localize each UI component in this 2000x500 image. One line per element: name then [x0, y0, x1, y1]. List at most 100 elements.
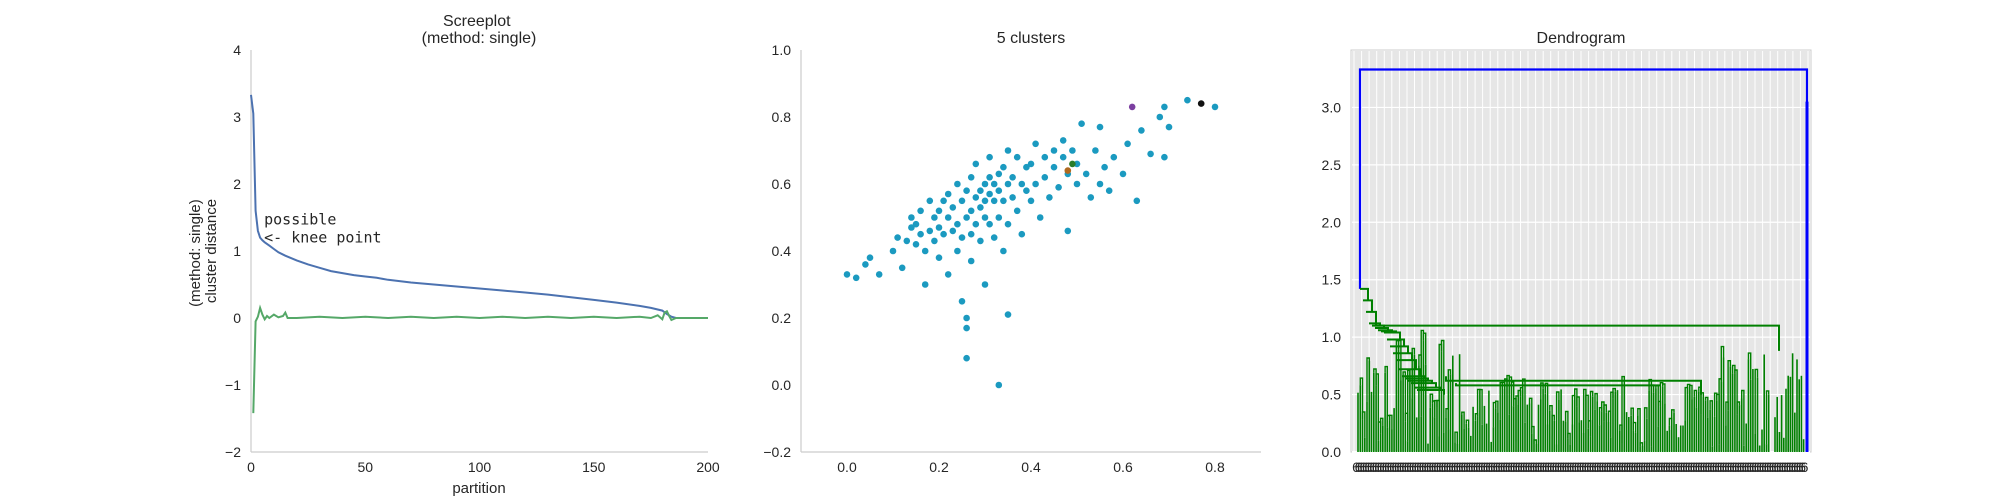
screeplot-y-tick-label: −2 [225, 444, 241, 460]
scatter-point-cluster-1 [995, 381, 1003, 389]
dendrogram-leaf-label: 6 [1515, 459, 1523, 475]
dendrogram-leaf-label: 6 [1438, 459, 1446, 475]
scatter-point-cluster-1 [1046, 194, 1053, 201]
scatter-point-cluster-1 [1000, 247, 1007, 255]
dendrogram-leaf-label: 6 [1759, 459, 1767, 475]
dendrogram-leaf-label: 6 [1796, 459, 1804, 475]
scatter-point-cluster-1 [917, 230, 924, 238]
dendrogram-leaf-label: 6 [1781, 459, 1789, 475]
scatter-point-cluster-1 [940, 197, 947, 205]
scatter-point-cluster-1 [1064, 227, 1072, 235]
scatter-x-tick-label: 0.2 [929, 459, 949, 475]
dendrogram-leaf-label: 6 [1547, 459, 1555, 475]
dendrogram-leaf-label: 6 [1673, 459, 1681, 475]
dendrogram-cluster-link [1399, 368, 1421, 377]
scatter-point-cluster-1 [981, 214, 989, 221]
dendrogram-merge-link [1379, 417, 1384, 434]
dendrogram-leaf-label: 6 [1382, 459, 1390, 475]
dendrogram-merge-link [1465, 419, 1470, 428]
scatter-point-cluster-1 [949, 227, 957, 235]
scatter-point-cluster-1 [1018, 180, 1026, 188]
dendrogram-leaf-label: 6 [1510, 459, 1518, 475]
screeplot-title-line-2: (method: single) [422, 30, 537, 47]
scatter-point-cluster-2 [1128, 103, 1136, 111]
scatter-point-cluster-1 [1041, 153, 1049, 161]
dendrogram-leaf-label: 6 [1372, 459, 1380, 475]
dendrogram-leaf-label: 6 [1360, 459, 1368, 475]
scatter-point-cluster-1 [1073, 160, 1081, 168]
dendrogram-leaf-label: 6 [1643, 459, 1651, 475]
dendrogram-leaf-label: 6 [1648, 459, 1656, 475]
dendrogram-merge-link [1765, 390, 1770, 445]
dendrogram-merge-link [1621, 375, 1625, 443]
scatter-point-cluster-1 [1124, 140, 1131, 148]
dendrogram-leaf-label: 6 [1456, 459, 1464, 475]
dendrogram-tree [1357, 68, 1809, 452]
scatter-point-cluster-1 [875, 271, 883, 278]
dendrogram-leaf-label: 6 [1589, 459, 1597, 475]
scatter-point-cluster-1 [986, 220, 993, 228]
dendrogram-merge-link [1384, 365, 1388, 428]
scatter-point-cluster-1 [917, 207, 924, 215]
dendrogram-leaf-label: 6 [1500, 459, 1508, 475]
scatter-point-cluster-1 [903, 237, 911, 245]
scatter-point-cluster-1 [995, 214, 1003, 221]
dendrogram-leaf-label: 6 [1633, 459, 1641, 475]
dendrogram-leaf-label: 6 [1542, 459, 1550, 475]
scatter-point-cluster-1 [1211, 103, 1219, 111]
dendrogram-leaf-label: 6 [1788, 459, 1796, 475]
dendrogram-cluster-link [1363, 299, 1373, 312]
dendrogram-merge-link [1576, 396, 1580, 423]
dendrogram-leaf-label: 6 [1364, 459, 1372, 475]
dendrogram-merge-link [1495, 400, 1499, 413]
dendrogram-leaf-label: 6 [1702, 459, 1710, 475]
scatter-point-cluster-1 [1004, 147, 1012, 154]
dendrogram-leaf-label: 6 [1441, 459, 1449, 475]
dendrogram-leaf-label: 6 [1463, 459, 1471, 475]
dendrogram-merge-link [1533, 439, 1537, 445]
dendrogram-leaf-label: 6 [1535, 459, 1543, 475]
dendrogram-leaf-label: 6 [1626, 459, 1634, 475]
dendrogram-leaf-label: 6 [1692, 459, 1700, 475]
dendrogram-leaf-label: 6 [1421, 459, 1429, 475]
dendrogram-ticks: 0.0 0.5 1.0 1.5 2.0 2.5 3.0 [1322, 99, 1342, 460]
dendrogram-leaf-label: 6 [1717, 459, 1725, 475]
dendrogram-leaf-label: 6 [1581, 459, 1589, 475]
dendrogram-cluster-link [1375, 323, 1780, 351]
dendrogram-merge-link [1397, 339, 1402, 381]
scatter-point-cluster-1 [1096, 180, 1104, 188]
dendrogram-leaf-label: 6 [1744, 459, 1752, 475]
dendrogram-leaf-label: 6 [1623, 459, 1631, 475]
scatter-point-cluster-1 [944, 214, 952, 221]
dendrogram-leaf-label: 6 [1355, 459, 1363, 475]
dendrogram-title: Dendrogram [1537, 30, 1626, 47]
dendrogram-merge-link [1555, 391, 1560, 445]
scatter-point-cluster-1 [843, 271, 851, 278]
screeplot-y-axis-label: (method: single) cluster distance [187, 195, 220, 307]
dendrogram-leaf-label: 6 [1416, 459, 1424, 475]
dendrogram-leaf-label: 6 [1406, 459, 1414, 475]
dendrogram-leaf-label: 6 [1638, 459, 1646, 475]
scatter-point-cluster-1 [949, 204, 957, 211]
dendrogram-y-tick-label: 1.0 [1322, 329, 1342, 345]
scatter-point-cluster-1 [963, 314, 970, 322]
dendrogram-merge-link [1366, 357, 1370, 402]
dendrogram-leaf-label: 6 [1650, 459, 1658, 475]
dendrogram-leaf-label: 6 [1490, 459, 1498, 475]
scatter-point-cluster-1 [894, 234, 901, 241]
dendrogram-leaf-label: 6 [1429, 459, 1437, 475]
scatter-point-cluster-1 [1004, 220, 1012, 228]
dendrogram-leaf-label: 6 [1473, 459, 1481, 475]
scatter-point-cluster-1 [1000, 163, 1007, 171]
scatter-y-tick-label: 0.0 [772, 377, 792, 393]
dendrogram-leaf-label: 6 [1611, 459, 1619, 475]
dendrogram-merge-link [1422, 332, 1427, 365]
dendrogram-leaf-label: 6 [1751, 459, 1759, 475]
scatter-point-cluster-1 [1004, 311, 1012, 318]
dendrogram-merge-link [1731, 364, 1736, 374]
dendrogram-leaf-label: 6 [1392, 459, 1400, 475]
dendrogram-leaf-label: 6 [1466, 459, 1474, 475]
dendrogram-leaf-label: 6 [1379, 459, 1387, 475]
scatter-point-cluster-1 [986, 190, 993, 198]
dendrogram-leaf-label: 6 [1774, 459, 1782, 475]
